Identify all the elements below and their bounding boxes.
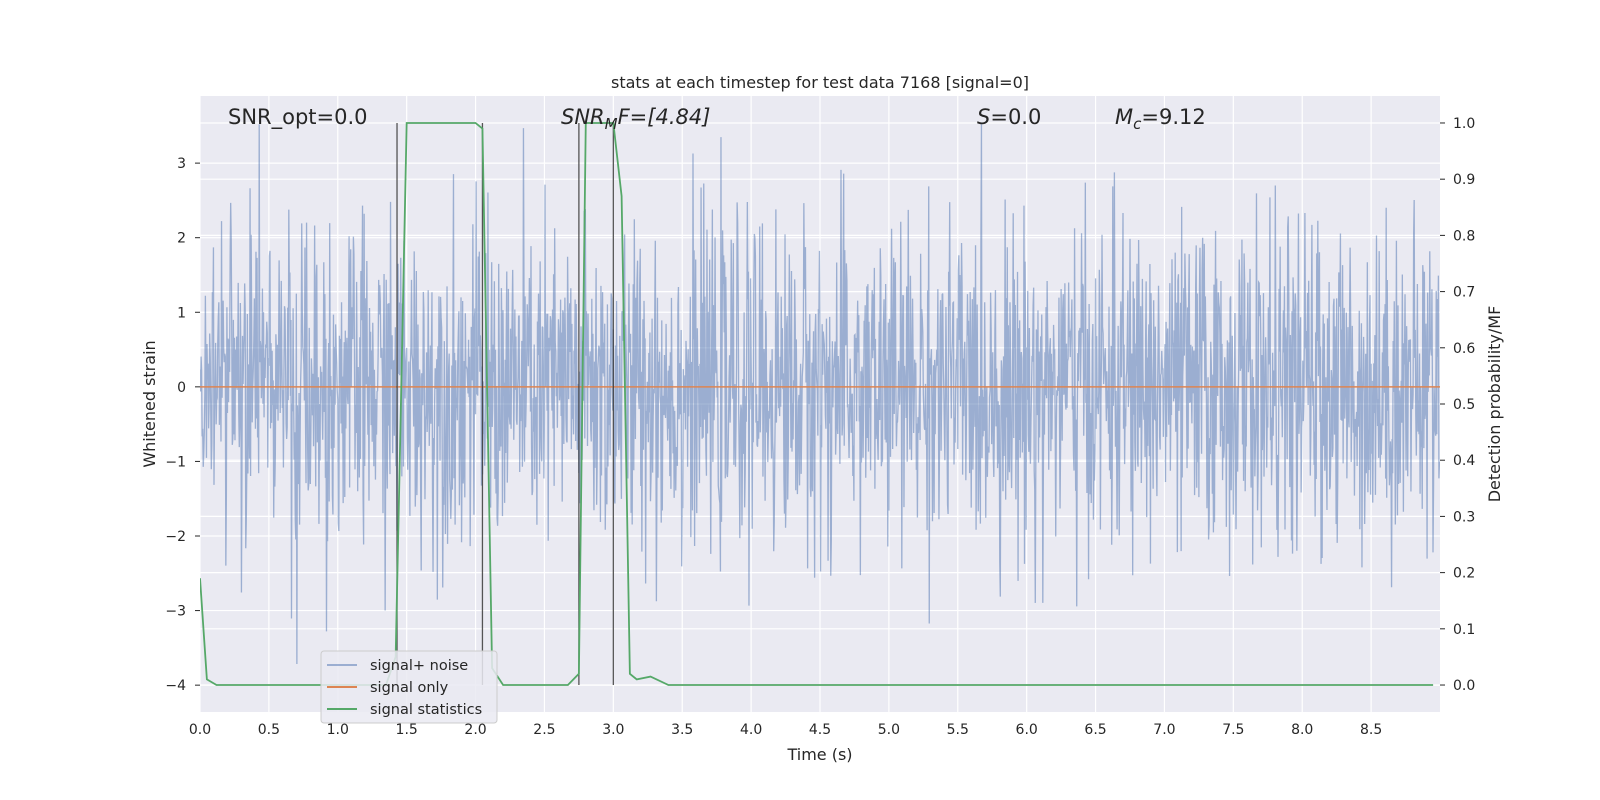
y-right-tick-label: 0.6 xyxy=(1453,341,1475,357)
signal-noise-series xyxy=(200,124,1440,665)
x-tick-label: 1.5 xyxy=(396,722,418,738)
x-tick-label: 2.0 xyxy=(464,722,486,738)
y-tick-label: −3 xyxy=(165,604,186,620)
snr-mf-rest: F=[4.84] xyxy=(618,105,711,129)
x-axis-label: Time (s) xyxy=(786,745,852,764)
x-tick-label: 1.0 xyxy=(327,722,349,738)
mc-annotation: Mc=9.12 xyxy=(1115,105,1206,133)
x-tick-label: 0.5 xyxy=(258,722,280,738)
x-tick-label: 5.0 xyxy=(878,722,900,738)
y-right-tick-label: 0.3 xyxy=(1453,509,1475,525)
x-axis-ticks: 0.0 0.5 1.0 1.5 2.0 2.5 3.0 3.5 4.0 4.5 5.0 5.5 6.0 6… xyxy=(189,722,1382,738)
legend-label-signal-statistics: signal statistics xyxy=(370,702,482,718)
y-tick-label: −4 xyxy=(165,678,186,694)
y-right-tick-label: 0.9 xyxy=(1453,172,1475,188)
legend-label-signal-noise: signal+ noise xyxy=(370,658,468,674)
y-right-tick-label: 0.4 xyxy=(1453,453,1475,469)
legend-label-signal-only: signal only xyxy=(370,680,449,696)
x-tick-label: 6.5 xyxy=(1084,722,1106,738)
x-tick-label: 3.5 xyxy=(671,722,693,738)
y-right-tick-label: 0.2 xyxy=(1453,566,1475,582)
x-tick-label: 7.5 xyxy=(1222,722,1244,738)
snr-mf-math: SNR xyxy=(561,105,605,129)
legend-box xyxy=(320,650,498,724)
mc-rest: =9.12 xyxy=(1141,105,1205,129)
x-tick-label: 4.0 xyxy=(740,722,762,738)
y-axis-ticks: −4 −3 −2 −1 0 1 2 3 xyxy=(165,156,200,694)
x-tick-label: 7.0 xyxy=(1153,722,1175,738)
snr-mf-annotation: SNRMF=[4.84] xyxy=(561,105,710,133)
y-right-tick-label: 0.8 xyxy=(1453,228,1475,244)
s-rest: =0.0 xyxy=(990,105,1041,129)
x-tick-label: 6.0 xyxy=(1016,722,1038,738)
y-tick-label: 3 xyxy=(177,156,186,172)
chart-title: stats at each timestep for test data 716… xyxy=(611,73,1029,92)
y-tick-label: −2 xyxy=(165,529,186,545)
snr-opt-annotation: SNR_opt=0.0 xyxy=(228,105,368,130)
y-right-axis-ticks: 0.0 0.1 0.2 0.3 0.4 0.5 0.6 0.7 0.8 0.9 1.0 xyxy=(1440,116,1475,694)
y-tick-label: 1 xyxy=(177,305,186,321)
x-tick-label: 3.0 xyxy=(602,722,624,738)
x-tick-label: 0.0 xyxy=(189,722,211,738)
x-tick-label: 4.5 xyxy=(809,722,831,738)
x-tick-label: 8.5 xyxy=(1360,722,1382,738)
y-right-tick-label: 0.1 xyxy=(1453,622,1475,638)
signal-noise-line xyxy=(200,124,1440,665)
x-tick-label: 2.5 xyxy=(533,722,555,738)
y-right-tick-label: 0.5 xyxy=(1453,397,1475,413)
y-tick-label: 0 xyxy=(177,380,186,396)
y-tick-label: 2 xyxy=(177,231,186,247)
legend: signal+ noise signal only signal statist… xyxy=(320,650,498,724)
y-right-axis-label: Detection probability/MF xyxy=(1485,306,1504,503)
y-tick-label: −1 xyxy=(165,454,186,470)
x-tick-label: 8.0 xyxy=(1291,722,1313,738)
mc-math: M xyxy=(1115,105,1133,129)
y-right-tick-label: 0.0 xyxy=(1453,678,1475,694)
s-annotation: S=0.0 xyxy=(977,105,1041,129)
y-right-tick-label: 1.0 xyxy=(1453,116,1475,132)
y-right-tick-label: 0.7 xyxy=(1453,285,1475,301)
s-math: S xyxy=(977,105,990,129)
snr-mf-sub: M xyxy=(605,115,618,133)
mc-sub: c xyxy=(1133,115,1142,133)
y-axis-label: Whitened strain xyxy=(140,340,159,467)
x-tick-label: 5.5 xyxy=(947,722,969,738)
